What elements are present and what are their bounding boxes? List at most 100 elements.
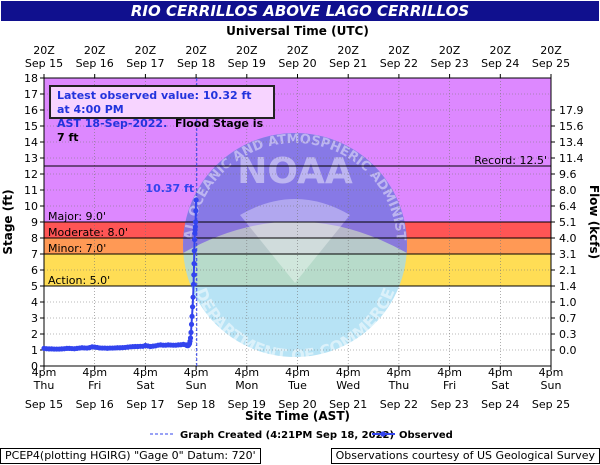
x-bottom-tick-time: 4pm [336, 366, 361, 379]
x-bottom-tick-date: Sep 15 [25, 398, 63, 411]
observed-point [189, 313, 195, 319]
threshold-label-minor: Minor: 7.0' [48, 242, 106, 255]
observed-point [190, 281, 197, 287]
y2-tick-label: 2.1 [559, 264, 577, 277]
x-bottom-tick-date: Sep 18 [177, 398, 215, 411]
y2-axis-title: Flow (kcfs) [587, 185, 600, 259]
x-bottom-tick-date: Sep 19 [228, 398, 266, 411]
x-bottom-tick-time: 4pm [234, 366, 259, 379]
x-bottom-tick-time: 4pm [539, 366, 564, 379]
observed-point [192, 224, 198, 230]
x-top-tick-date: Sep 24 [481, 57, 519, 70]
x-bottom-tick-time: 4pm [285, 366, 310, 379]
observed-point [187, 335, 194, 341]
watermark-noaa-text: NOAA [237, 151, 353, 192]
legend-observed-label: Observed [399, 430, 453, 441]
threshold-label-action: Action: 5.0' [48, 274, 110, 287]
x-top-tick-date: Sep 21 [329, 57, 367, 70]
latest-observation-date: AST 18-Sep-2022. [57, 117, 168, 130]
x-top-tick-z: 20Z [84, 44, 106, 57]
x-bottom-tick-time: 4pm [32, 366, 57, 379]
y-tick-label: 7 [31, 248, 38, 261]
x-top-tick-z: 20Z [490, 44, 512, 57]
observed-point [188, 329, 194, 335]
y2-tick-label: 15.6 [559, 120, 584, 133]
y-tick-label: 6 [31, 264, 38, 277]
x-top-tick-z: 20Z [337, 44, 359, 57]
x-bottom-tick-weekday: Fri [88, 379, 101, 392]
x-bottom-tick-date: Sep 25 [532, 398, 570, 411]
y-tick-label: 5 [31, 280, 38, 293]
y-tick-label: 0 [31, 360, 38, 373]
x-top-tick-date: Sep 22 [380, 57, 418, 70]
observed-point [190, 294, 196, 300]
x-bottom-tick-date: Sep 16 [76, 398, 114, 411]
observed-point [191, 272, 197, 278]
y2-tick-label: 0.7 [559, 312, 577, 325]
x-bottom-tick-time: 4pm [82, 366, 107, 379]
footer-datum: PCEP4(plotting HGIRG) "Gage 0" Datum: 72… [0, 448, 261, 464]
y-tick-label: 17 [24, 88, 38, 101]
x-bottom-tick-weekday: Mon [235, 379, 258, 392]
x-bottom-tick-weekday: Sat [136, 379, 155, 392]
x-bottom-tick-date: Sep 23 [430, 398, 468, 411]
y-tick-label: 13 [24, 152, 38, 165]
y2-tick-label: 13.4 [559, 136, 584, 149]
threshold-label-record: Record: 12.5' [474, 154, 547, 167]
x-top-tick-date: Sep 23 [430, 57, 468, 70]
y-tick-label: 12 [24, 168, 38, 181]
y-tick-label: 15 [24, 120, 38, 133]
y-tick-label: 4 [31, 296, 38, 309]
y2-tick-label: 3.1 [559, 248, 577, 261]
peak-label: 10.37 ft [145, 182, 194, 195]
y-tick-label: 10 [24, 200, 38, 213]
x-bottom-tick-date: Sep 22 [380, 398, 418, 411]
threshold-label-moderate: Moderate: 8.0' [48, 226, 128, 239]
y-tick-label: 1 [31, 344, 38, 357]
x-bottom-tick-weekday: Thu [33, 379, 55, 392]
x-bottom-tick-time: 4pm [387, 366, 412, 379]
latest-observation-box: Latest observed value: 10.32 ft at 4:00 … [49, 85, 275, 144]
x-bottom-tick-weekday: Fri [443, 379, 456, 392]
legend-created-label: Graph Created (4:21PM Sep 18, 2022) [180, 430, 394, 441]
y2-tick-label: 1.0 [559, 296, 577, 309]
x-top-axis-title: Universal Time (UTC) [226, 24, 369, 38]
y2-tick-label: 9.6 [559, 168, 577, 181]
y2-tick-label: 4.0 [559, 232, 577, 245]
latest-observation-line1: Latest observed value: 10.32 ft at 4:00 … [57, 89, 252, 116]
legend: Graph Created (4:21PM Sep 18, 2022) Obser… [150, 430, 453, 441]
x-bottom-tick-date: Sep 21 [329, 398, 367, 411]
x-top-tick-date: Sep 16 [76, 57, 114, 70]
observed-point [191, 237, 198, 243]
y-tick-label: 11 [24, 184, 38, 197]
observed-point [193, 208, 199, 214]
observed-point [193, 197, 199, 203]
x-top-tick-z: 20Z [236, 44, 258, 57]
x-top-tick-date: Sep 19 [228, 57, 266, 70]
y-tick-label: 14 [24, 136, 38, 149]
x-bottom-tick-time: 4pm [437, 366, 462, 379]
observed-point [191, 248, 197, 254]
y2-tick-label: 17.9 [559, 104, 584, 117]
x-bottom-tick-weekday: Sun [186, 379, 207, 392]
observed-point [188, 321, 195, 327]
x-top-tick-date: Sep 15 [25, 57, 63, 70]
y2-tick-label: 0.0 [559, 344, 577, 357]
y2-tick-label: 1.4 [559, 280, 577, 293]
x-bottom-tick-weekday: Tue [287, 379, 307, 392]
observed-point [189, 304, 196, 310]
y-tick-label: 3 [31, 312, 38, 325]
y-tick-label: 18 [24, 72, 38, 85]
x-top-tick-date: Sep 25 [532, 57, 570, 70]
axes: 01234567891011121314151617180.00.30.71.0… [1, 24, 600, 423]
flood-stage-note: Flood Stage is 7 ft [57, 117, 264, 144]
legend-observed-marker [380, 431, 386, 437]
y2-tick-label: 5.1 [559, 216, 577, 229]
footer-credit: Observations courtesy of US Geological S… [330, 448, 600, 464]
x-bottom-tick-weekday: Sat [491, 379, 510, 392]
x-bottom-tick-time: 4pm [133, 366, 158, 379]
x-bottom-tick-weekday: Wed [336, 379, 360, 392]
x-top-tick-z: 20Z [388, 44, 410, 57]
x-bottom-tick-date: Sep 17 [126, 398, 164, 411]
